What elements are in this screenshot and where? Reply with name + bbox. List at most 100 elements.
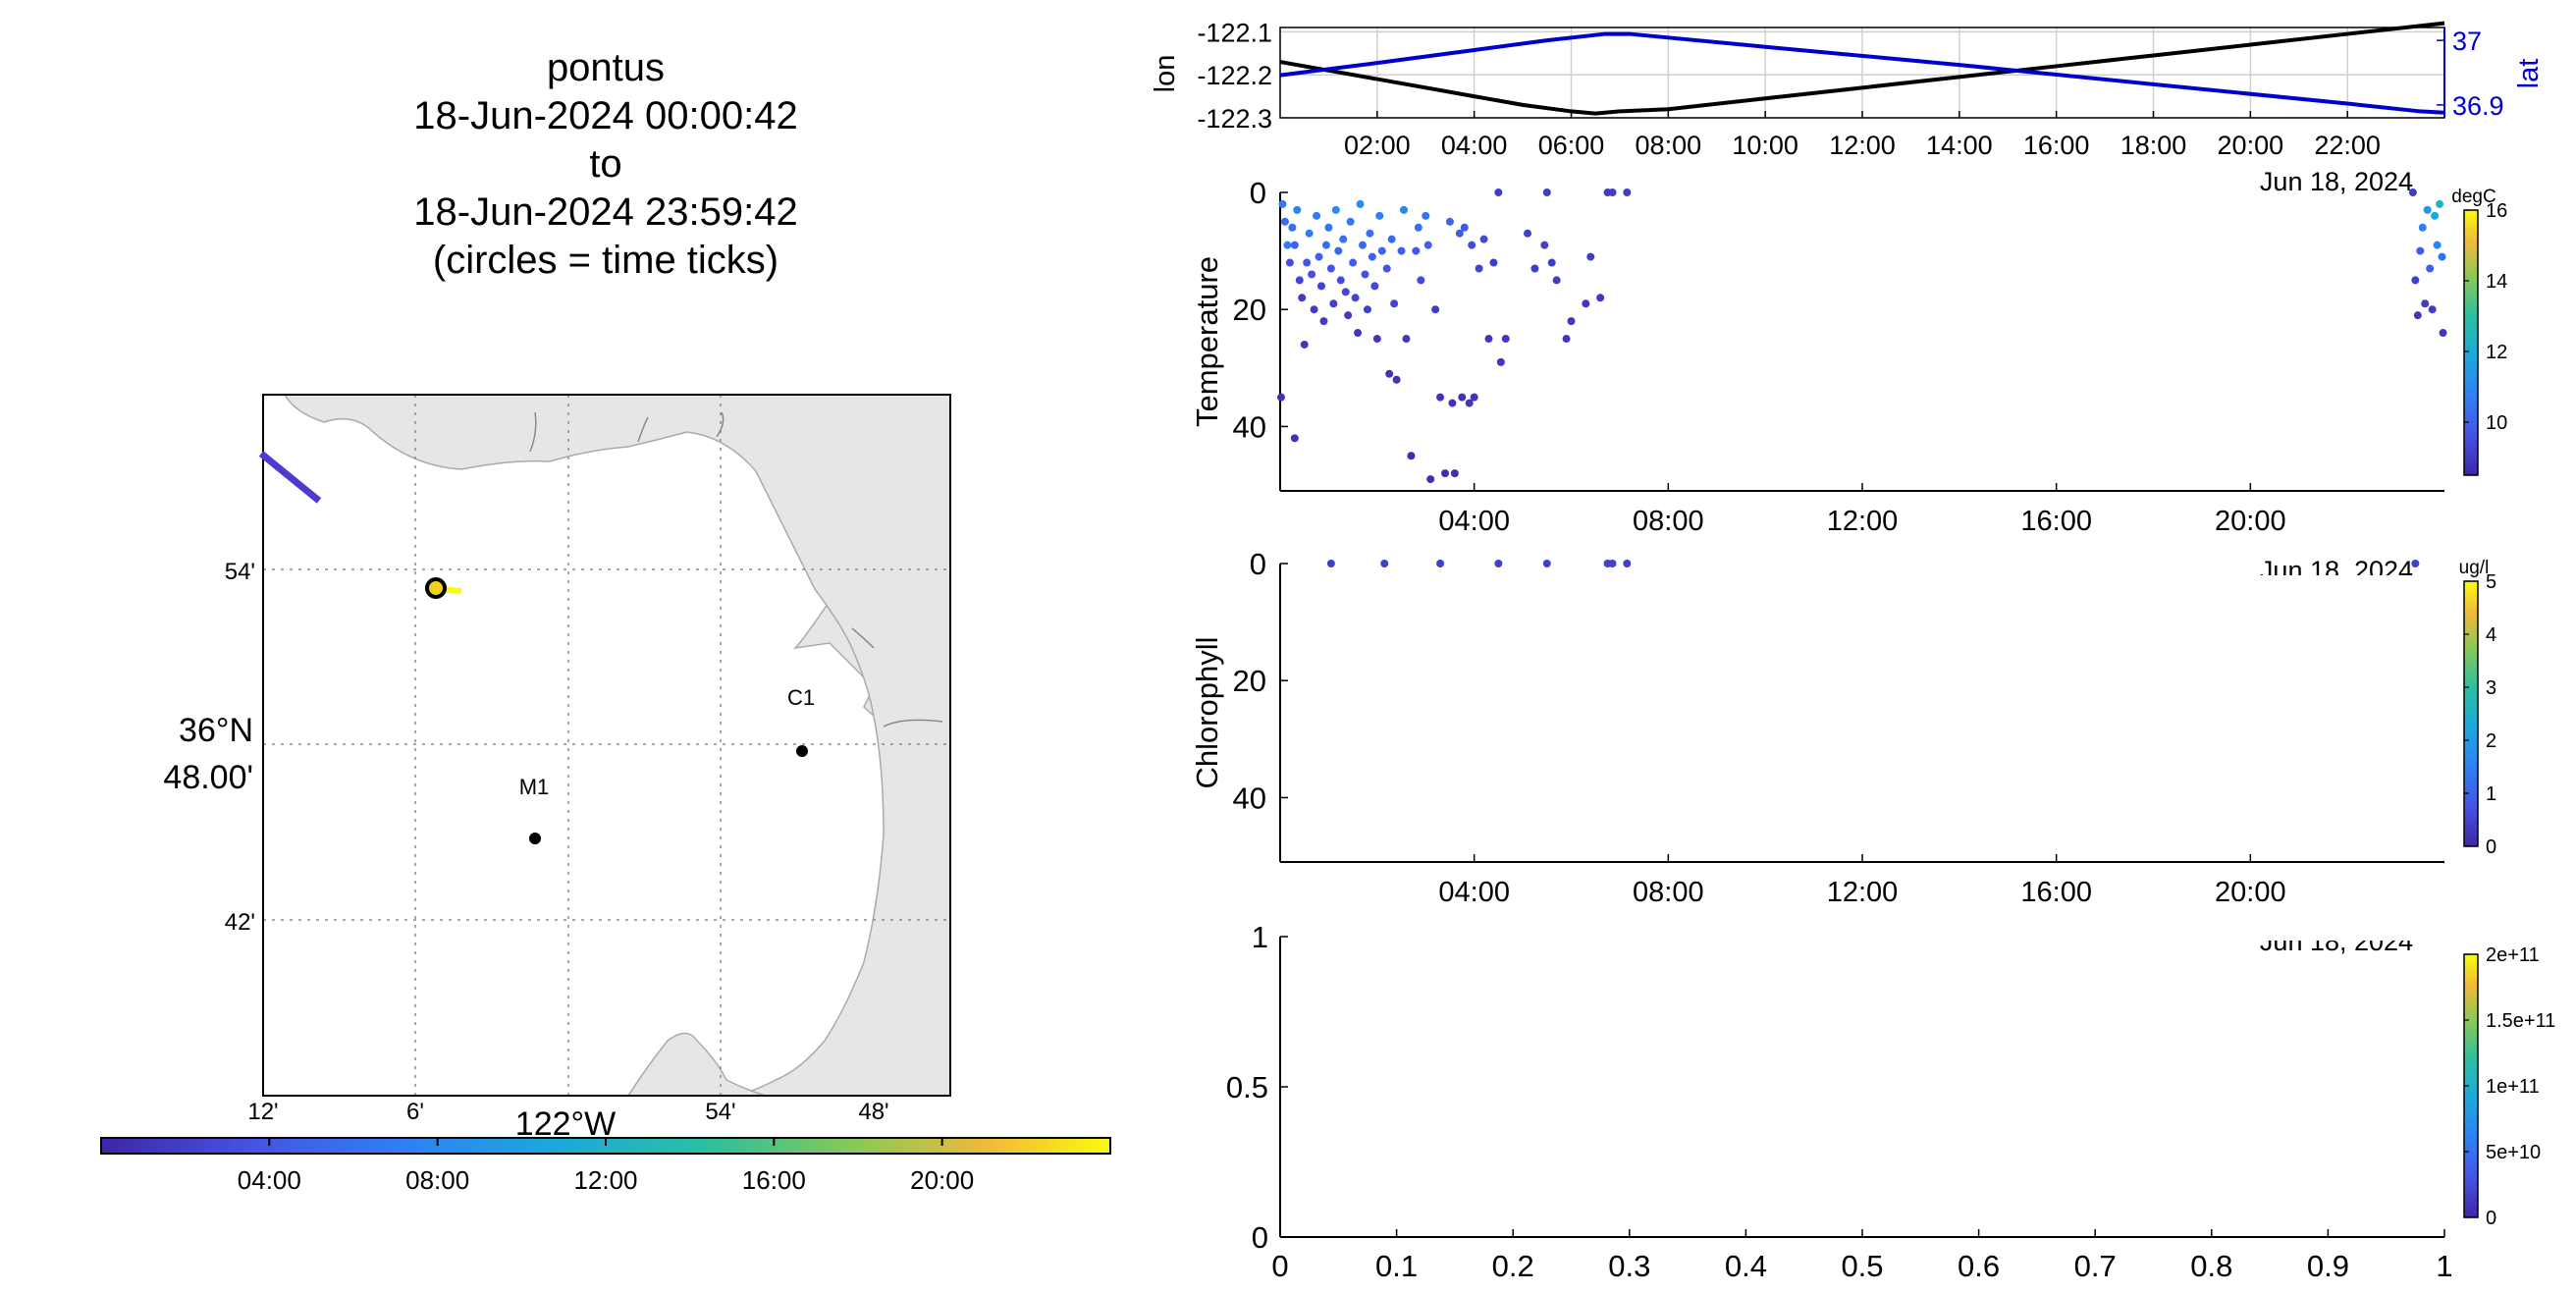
temperature-point — [1460, 223, 1469, 232]
temperature-point — [1377, 246, 1386, 255]
temperature-point — [1329, 299, 1338, 308]
map-lat-tick-42: 42' — [225, 909, 255, 936]
title-line-note: (circles = time ticks) — [433, 239, 778, 282]
map-colorbar-tick-label: 12:00 — [573, 1165, 637, 1195]
lonlat-ylabel-left: lon — [1150, 55, 1181, 93]
title-line-to: to — [589, 142, 621, 186]
temperature-xtick-label: 16:00 — [2020, 506, 2092, 537]
temperature-point — [1331, 205, 1340, 214]
temperature-point — [2438, 252, 2446, 261]
map-grid — [263, 395, 950, 1096]
empty-date-label-mask — [2258, 923, 2444, 941]
temperature-colorbar-tick-label: 14 — [2486, 271, 2507, 293]
empty-xtick-label: 0.6 — [1958, 1249, 2000, 1283]
temperature-point — [1363, 305, 1371, 314]
lonlat-chart: 02:00 04:00 06:00 08:00 10:00 12:00 14:00 16:00… — [1150, 18, 2545, 196]
map-river — [529, 411, 943, 727]
temperature-point — [1540, 241, 1549, 249]
empty-xtick-label: 1 — [2436, 1249, 2452, 1283]
lonlat-ytick-right: 37 — [2452, 27, 2482, 56]
temperature-point — [1450, 469, 1459, 478]
temperature-point — [1346, 217, 1355, 226]
temperature-point — [1524, 229, 1532, 238]
temperature-point — [1468, 241, 1476, 249]
temperature-chart: 0 20 40 04:00 08:00 12:00 16:00 20:00 Temperatur… — [1190, 176, 2507, 537]
temperature-colorbar — [2463, 209, 2479, 476]
temperature-point — [2411, 276, 2420, 285]
temperature-point — [1412, 246, 1421, 255]
temperature-point — [1448, 399, 1457, 407]
chlorophyll-ytick-label: 0 — [1250, 547, 1266, 581]
temperature-xtick-label: 08:00 — [1633, 506, 1704, 537]
map-lon-tick-12: 12' — [247, 1099, 278, 1125]
temperature-point — [1321, 241, 1330, 249]
temperature-point — [1530, 264, 1539, 273]
temperature-point — [1494, 189, 1503, 196]
lonlat-xtick-label: 18:00 — [2120, 131, 2187, 160]
chlorophyll-colorbar-tick-label: 1 — [2486, 783, 2496, 805]
chlorophyll-point — [1623, 560, 1632, 567]
temperature-point — [1305, 229, 1314, 238]
title-line-platform: pontus — [547, 46, 665, 89]
lonlat-date-label: Jun 18, 2024 — [2260, 167, 2413, 196]
chlorophyll-xtick-label: 04:00 — [1438, 877, 1510, 908]
map-lat-tick-54: 54' — [225, 559, 255, 585]
temperature-point — [2428, 305, 2437, 314]
temperature-point — [1552, 276, 1561, 285]
lonlat-ytick-left: -122.3 — [1197, 104, 1272, 134]
map-panel: C1 M1 54' 36°N 48.00' 42' 12' 6' 54' 48'… — [100, 394, 1111, 1195]
map-lat-tick-36n: 36°N — [179, 712, 253, 749]
temperature-point — [1315, 252, 1323, 261]
temperature-ytick-label: 0 — [1250, 176, 1266, 210]
temperature-ytick-label: 20 — [1233, 293, 1266, 327]
temperature-point — [1596, 294, 1605, 302]
temperature-point — [2436, 199, 2444, 208]
temperature-point — [1324, 223, 1333, 232]
temperature-xtick-label: 04:00 — [1438, 506, 1510, 537]
chart-layer: 02:00 04:00 06:00 08:00 10:00 12:00 14:00 16:00… — [1150, 18, 2555, 1283]
temperature-point — [1295, 276, 1304, 285]
empty-xtick-label: 0 — [1271, 1249, 1288, 1283]
temperature-point — [1317, 282, 1326, 291]
temperature-point — [1351, 294, 1360, 302]
lonlat-xtick-label: 16:00 — [2023, 131, 2090, 160]
temperature-point — [1455, 229, 1464, 238]
map-colorbar-tick-label: 20:00 — [910, 1165, 974, 1195]
lonlat-xtick-label: 22:00 — [2314, 131, 2381, 160]
map-land-coast — [284, 395, 950, 1096]
lonlat-xtick-label: 06:00 — [1538, 131, 1605, 160]
temperature-point — [1366, 229, 1374, 238]
temperature-ylabel: Temperature — [1190, 256, 1224, 427]
empty-colorbar-tick-label: 0 — [2486, 1208, 2496, 1229]
empty-colorbar-tick-label: 2e+11 — [2486, 944, 2540, 966]
empty-xtick-label: 0.1 — [1375, 1249, 1418, 1283]
empty-colorbar-tick-label: 1.5e+11 — [2486, 1010, 2555, 1032]
temperature-point — [2433, 241, 2442, 249]
temperature-point — [1283, 241, 1292, 249]
station-m1-label: M1 — [519, 775, 550, 799]
map-lon-center-label: 122°W — [515, 1105, 616, 1143]
temperature-point — [1359, 241, 1368, 249]
temperature-point — [1479, 235, 1488, 243]
empty-ytick-label: 1 — [1252, 920, 1268, 954]
temperature-point — [1341, 288, 1350, 296]
title-line-end: 18-Jun-2024 23:59:42 — [413, 190, 797, 234]
temperature-xtick-label: 12:00 — [1827, 506, 1899, 537]
chlorophyll-colorbar-tick-label: 0 — [2486, 836, 2496, 858]
station-c1-marker — [796, 745, 808, 757]
temperature-point — [1423, 241, 1432, 249]
map-frame — [262, 394, 951, 1097]
chlorophyll-colorbar-label: ug/l — [2459, 558, 2490, 578]
temperature-point — [1484, 335, 1493, 344]
temperature-point — [1445, 217, 1454, 226]
temperature-point — [1586, 252, 1595, 261]
map-track-northwest — [258, 451, 322, 504]
lonlat-series-lon — [1279, 21, 2445, 116]
temperature-ytick-label: 40 — [1233, 409, 1266, 444]
temperature-point — [2416, 246, 2425, 255]
temperature-point — [1285, 258, 1294, 267]
map-colorbar-tick-label: 16:00 — [742, 1165, 806, 1195]
chlorophyll-date-label-clipped: Jun 18, 2024 — [2260, 556, 2413, 585]
temperature-point — [1400, 205, 1409, 214]
